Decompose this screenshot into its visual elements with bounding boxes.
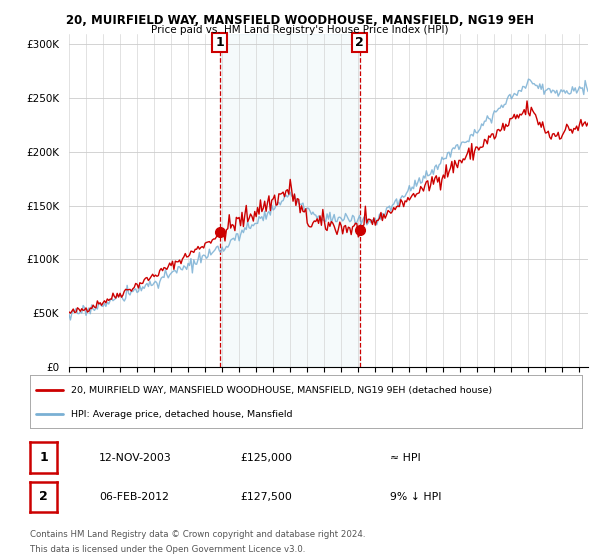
Text: 2: 2 (355, 36, 364, 49)
Text: 06-FEB-2012: 06-FEB-2012 (99, 492, 169, 502)
Text: HPI: Average price, detached house, Mansfield: HPI: Average price, detached house, Mans… (71, 409, 293, 418)
Text: Price paid vs. HM Land Registry's House Price Index (HPI): Price paid vs. HM Land Registry's House … (151, 25, 449, 35)
Text: Contains HM Land Registry data © Crown copyright and database right 2024.: Contains HM Land Registry data © Crown c… (30, 530, 365, 539)
Text: £127,500: £127,500 (240, 492, 292, 502)
Text: 9% ↓ HPI: 9% ↓ HPI (390, 492, 442, 502)
Text: 20, MUIRFIELD WAY, MANSFIELD WOODHOUSE, MANSFIELD, NG19 9EH: 20, MUIRFIELD WAY, MANSFIELD WOODHOUSE, … (66, 14, 534, 27)
Text: £125,000: £125,000 (240, 453, 292, 463)
Text: 2: 2 (39, 491, 48, 503)
Bar (220, 34, 360, 367)
Text: 20, MUIRFIELD WAY, MANSFIELD WOODHOUSE, MANSFIELD, NG19 9EH (detached house): 20, MUIRFIELD WAY, MANSFIELD WOODHOUSE, … (71, 386, 493, 395)
Text: 1: 1 (215, 36, 224, 49)
Text: 12-NOV-2003: 12-NOV-2003 (99, 453, 172, 463)
Text: This data is licensed under the Open Government Licence v3.0.: This data is licensed under the Open Gov… (30, 545, 305, 554)
Text: ≈ HPI: ≈ HPI (390, 453, 421, 463)
Text: 1: 1 (39, 451, 48, 464)
